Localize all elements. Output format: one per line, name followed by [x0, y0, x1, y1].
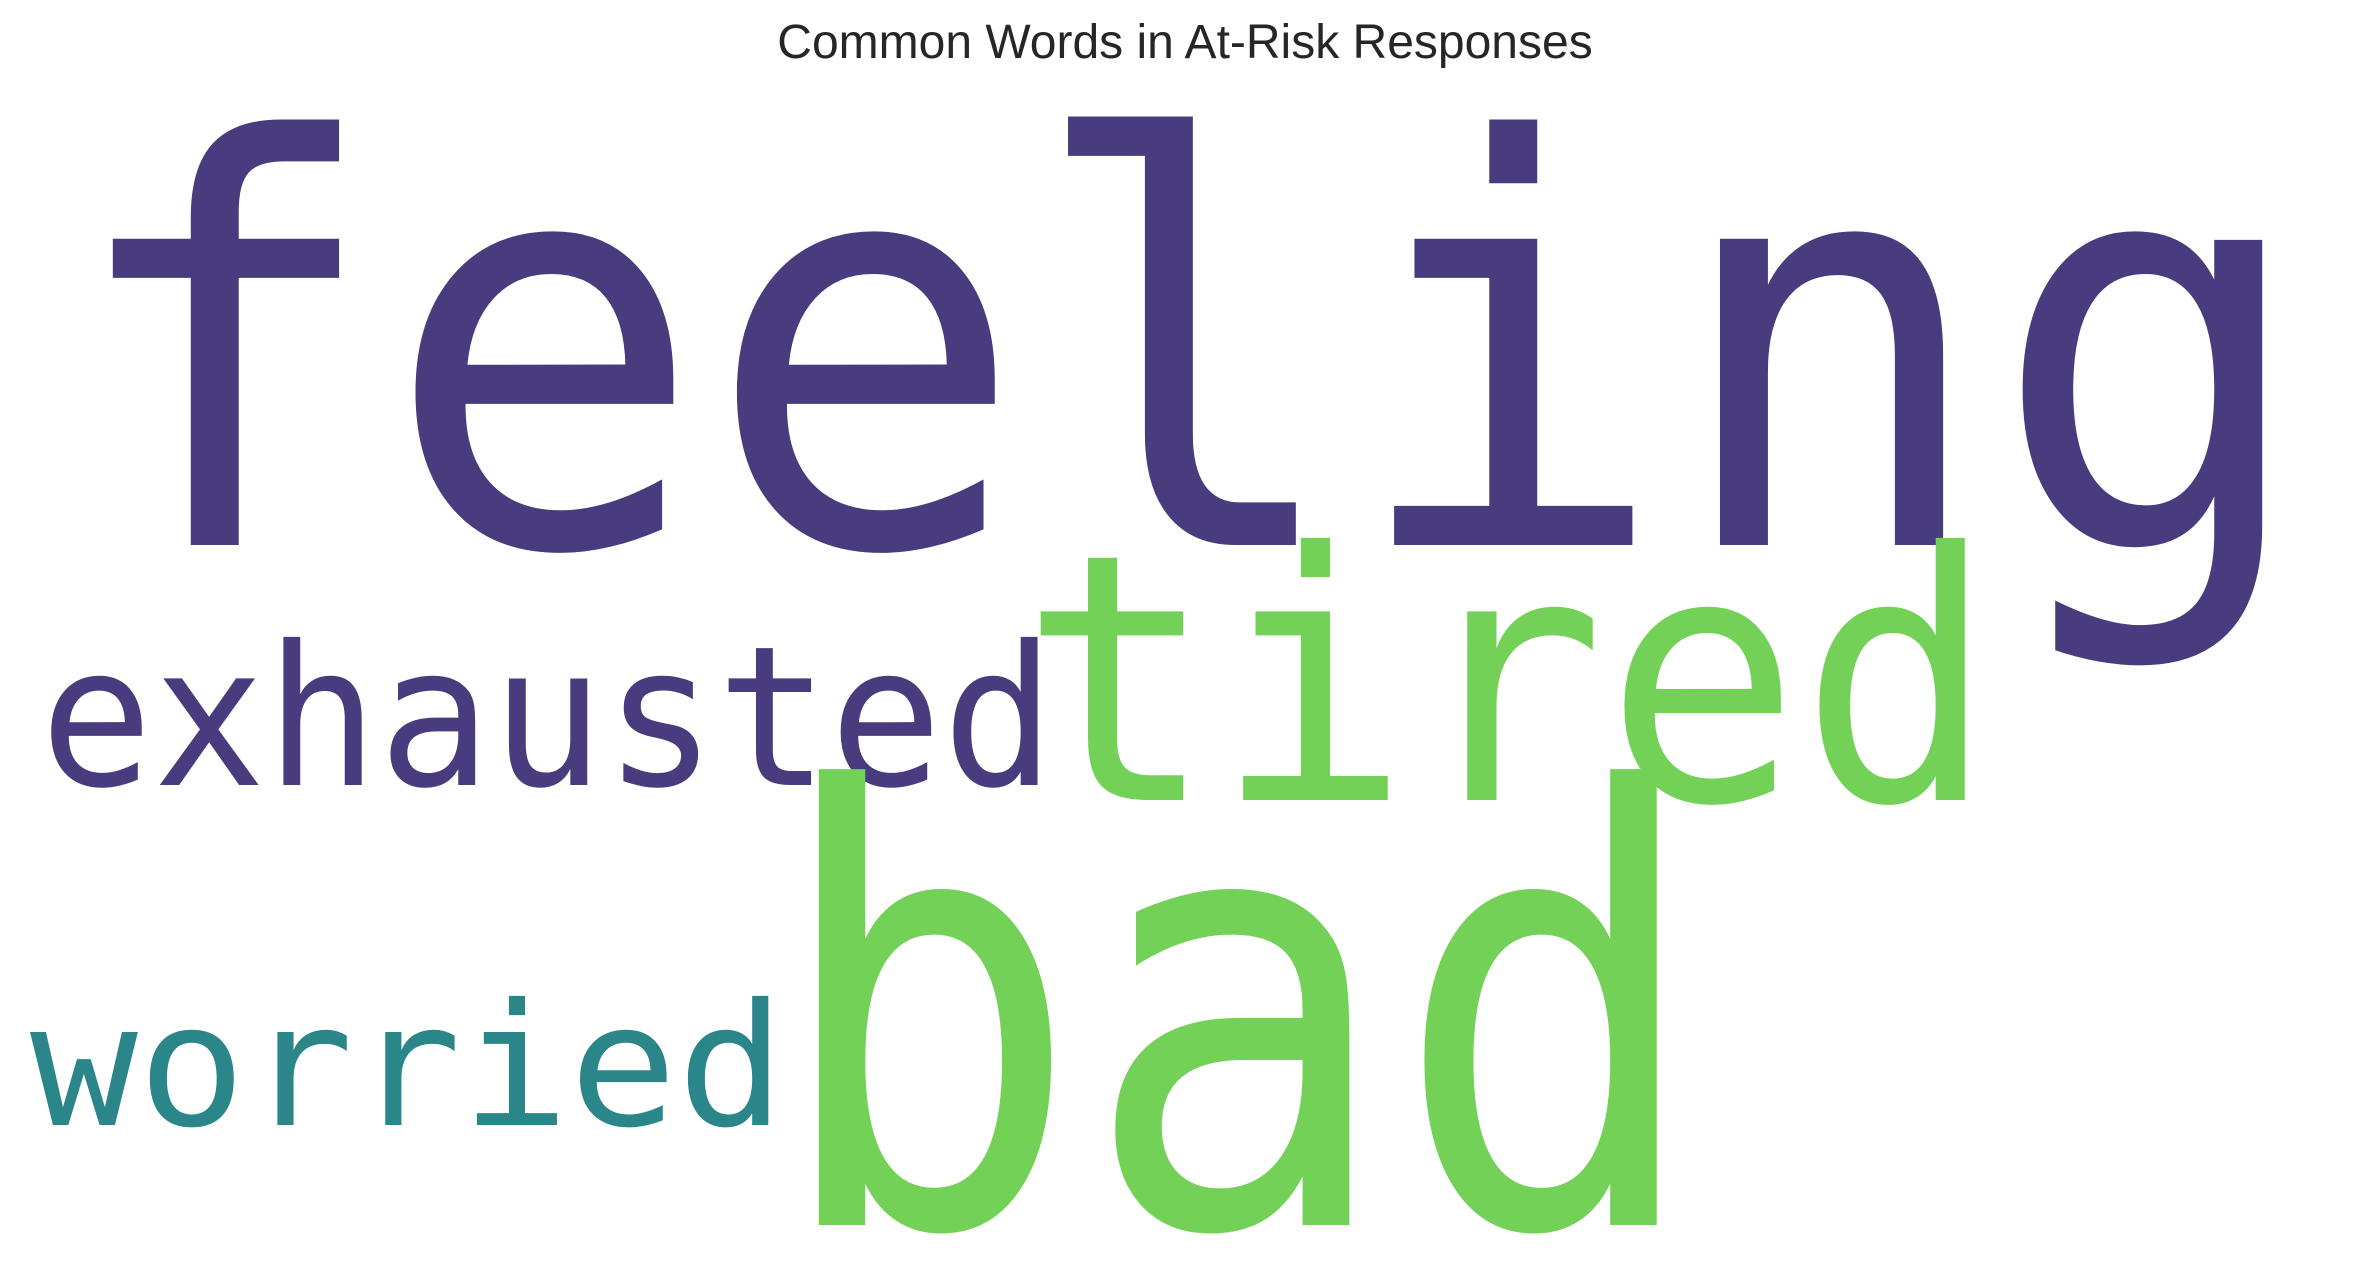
word-exhausted: exhausted — [40, 604, 1055, 831]
word-tired: tired — [1020, 481, 1995, 882]
word-worried: worried — [30, 968, 785, 1166]
word-bad: bad — [770, 668, 1705, 1276]
chart-title: Common Words in At-Risk Responses — [777, 16, 1593, 69]
word-feeling: feeling — [62, 26, 2312, 678]
